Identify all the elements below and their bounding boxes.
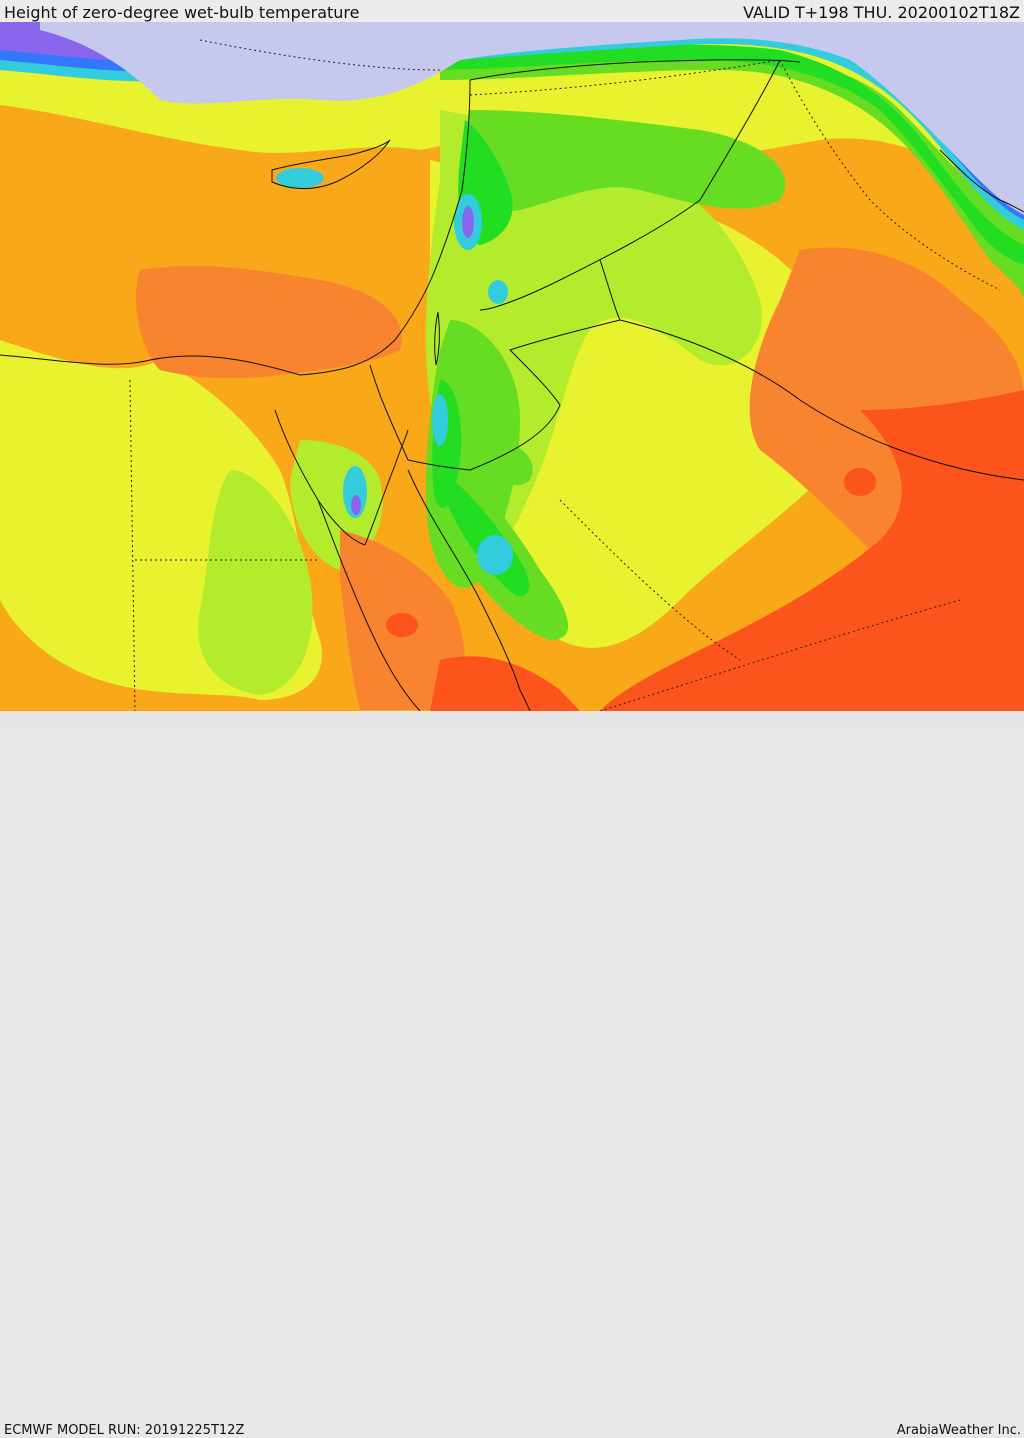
contour-green-north [440,55,1024,300]
dead-sea [434,311,440,366]
hot-spot-iraq [844,468,876,496]
mediterranean-coast [0,79,471,376]
contour-red-south [430,656,580,711]
border-iraq-iran [779,59,1001,291]
contour-brightgreen-coast [430,44,1024,265]
map-canvas [0,0,1024,729]
contour-lightgreen-egypt [198,470,313,695]
red-sea-east-coast [407,469,531,712]
contour-green-syria [465,110,786,211]
border-jordan-saudi [407,319,621,471]
border-jordan-iraq [599,259,621,321]
valid-time: VALID T+198 THU. 20200102T18Z [743,3,1020,22]
map-title: Height of zero-degree wet-bulb temperatu… [4,3,360,22]
cold-spot-hejaz [477,535,513,575]
credit: ArabiaWeather Inc. [896,1423,1021,1438]
red-sea-west-coast [317,499,421,712]
footer-bar: ECMWF MODEL RUN: 20191225T12Z ArabiaWeat… [0,711,1024,1438]
contour-green-arabia [490,440,533,486]
border-egypt-libya [129,379,136,712]
sinai-east-coast [364,429,409,546]
cold-spot-hejaz-2 [432,394,448,446]
coastlines [0,59,1024,712]
persian-gulf-coast [939,149,1024,213]
header-bar: Height of zero-degree wet-bulb temperatu… [0,0,1024,22]
border-syria-turkey [469,59,781,96]
model-run: ECMWF MODEL RUN: 20191225T12Z [4,1423,245,1438]
contour-orange-egypt [136,265,402,379]
border-saudi-interior [559,499,741,661]
cold-spot-lebanon-core [462,206,474,238]
cyprus-coast [271,139,391,190]
border-sinai-israel [369,364,409,461]
borders [129,39,1001,712]
black-sea-coast [469,59,801,81]
border-syria-iraq [479,59,781,311]
national-borders [369,59,1024,481]
hot-spot-redsea [386,613,418,637]
cold-spot-cyprus [276,168,324,188]
cold-spot-sinai-core [351,495,361,515]
border-turkey-north [199,39,441,71]
contour-freezing-north [40,22,1024,215]
contour-red-east [600,390,1024,711]
gulf-of-suez-coast [274,409,366,546]
cold-spot-jordan [488,280,508,304]
border-iraq-saudi [619,319,1024,481]
